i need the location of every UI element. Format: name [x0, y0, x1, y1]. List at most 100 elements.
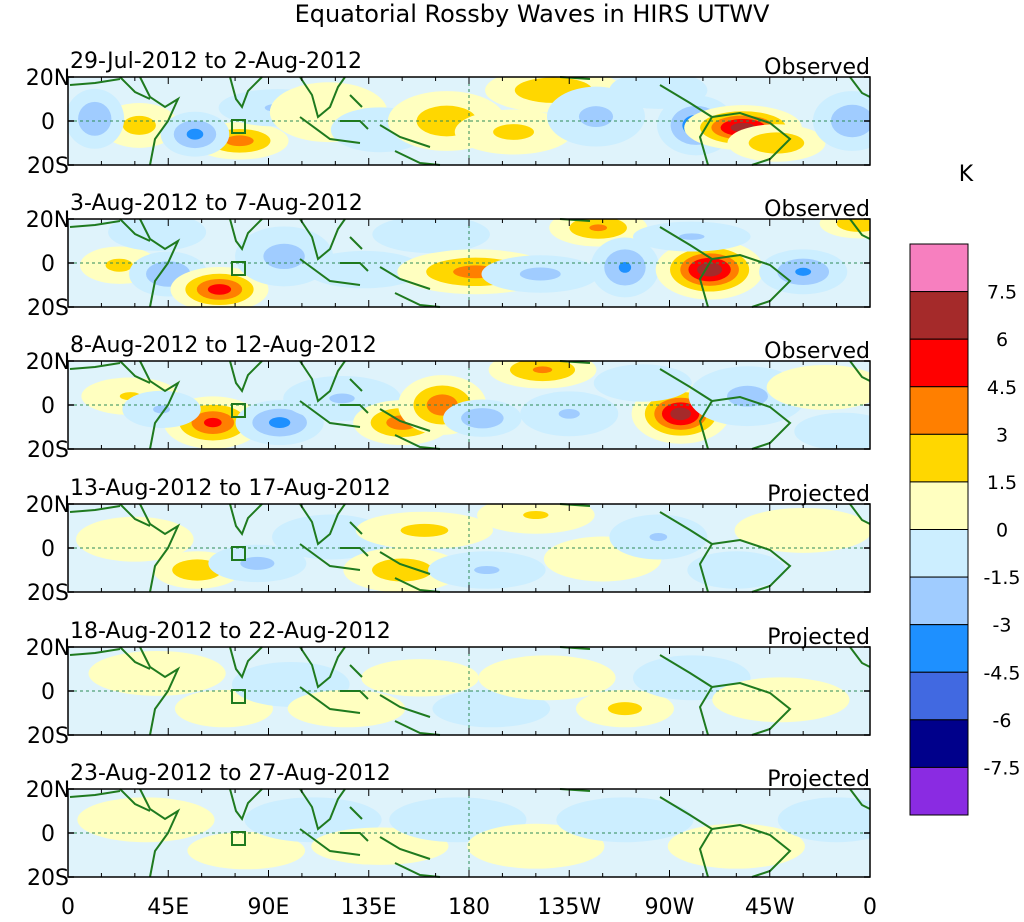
anomaly-blob	[478, 655, 616, 701]
coastline-segment	[379, 836, 431, 860]
coastline-segment	[711, 395, 792, 450]
region-marker-box	[231, 831, 246, 846]
panel-date-range: 3-Aug-2012 to 7-Aug-2012	[70, 191, 363, 216]
contour-band	[263, 243, 305, 270]
lat-tick-label: 20S	[27, 866, 69, 891]
coastline-segment	[119, 646, 151, 670]
anomaly-blob	[428, 551, 546, 589]
coastline-segment	[340, 262, 369, 272]
lat-tick-label: 20S	[27, 581, 69, 606]
colorbar-tick-label: 6	[996, 329, 1008, 351]
lat-tick-label: 0	[41, 394, 55, 419]
anomaly-blob	[520, 391, 619, 437]
coastline-segment	[349, 806, 363, 820]
anomaly-blob	[170, 266, 269, 307]
contour-band	[478, 655, 616, 701]
colorbar-tick-label: 7.5	[987, 282, 1017, 304]
anomaly-blob	[432, 689, 551, 728]
anomaly-blob	[609, 514, 708, 560]
panel-date-range: 18-Aug-2012 to 22-Aug-2012	[70, 619, 391, 644]
colorbar-tick-label: -3	[993, 615, 1012, 637]
lon-tick-label: 90W	[645, 895, 695, 920]
contour-band	[794, 412, 870, 449]
contour-band	[589, 224, 608, 232]
coastline-segment	[711, 538, 792, 593]
anomaly-blob	[794, 412, 870, 449]
coastline-segment	[299, 360, 346, 403]
contour-band	[287, 689, 406, 728]
contour-band	[207, 284, 232, 295]
coastline-segment	[379, 408, 431, 432]
colorbar-swatch	[909, 719, 969, 768]
contour-band	[734, 507, 870, 553]
coastline-segment	[349, 378, 363, 392]
contour-band	[88, 650, 226, 696]
anomaly-blob	[355, 511, 494, 550]
lat-tick-label: 20N	[26, 350, 70, 375]
contour-band	[108, 219, 207, 251]
coastline-segment	[69, 648, 121, 656]
contour-band	[372, 219, 490, 254]
colorbar: K 7.5 6 4.5 3 1.5 0 -1.5 -3 -4.5 -6 -7.5	[909, 162, 1021, 816]
contour-band	[523, 510, 549, 520]
anomaly-blob	[305, 250, 424, 289]
colorbar-swatch	[909, 624, 969, 673]
colorbar-swatch	[909, 766, 969, 816]
contour-band	[105, 258, 133, 272]
anomaly-blob	[777, 797, 870, 843]
contour-band	[225, 135, 254, 147]
coastline-segment	[849, 646, 871, 668]
region-marker-box	[231, 119, 246, 134]
coastline-segment	[349, 664, 363, 678]
coastline-segment	[849, 360, 871, 382]
coastline-segment	[340, 690, 369, 700]
anomaly-blob	[160, 111, 230, 157]
lat-tick-label: 20S	[27, 438, 69, 463]
lat-tick-label: 20N	[26, 208, 70, 233]
coastlines	[69, 503, 871, 593]
panel-2: 20N 0 20S 3-Aug-2012 to 7-Aug-2012 Observed	[26, 191, 871, 321]
lat-tick-label: 20S	[27, 724, 69, 749]
anomaly-blob	[712, 677, 850, 723]
lon-tick-label: 90E	[248, 895, 290, 920]
contour-band	[687, 551, 786, 589]
region-marker-box	[231, 546, 246, 561]
contour-band	[726, 385, 768, 407]
panel-date-range: 13-Aug-2012 to 17-Aug-2012	[70, 476, 391, 501]
coastline-segment	[139, 646, 181, 736]
coastline-segment	[340, 547, 369, 557]
chart-title: Equatorial Rossby Waves in HIRS UTWV	[295, 0, 770, 28]
panel-status: Projected	[767, 767, 870, 792]
coastline-segment	[849, 503, 871, 525]
lat-tick-label: 20N	[26, 636, 70, 661]
coastline-segment	[229, 76, 263, 110]
anomaly-blob	[687, 551, 786, 589]
coastline-segment	[299, 543, 361, 571]
lat-tick-label: 20N	[26, 66, 70, 91]
panel-3: 20N 0 20S 8-Aug-2012 to 12-Aug-2012 Observed	[26, 333, 871, 463]
coastline-segment	[379, 694, 431, 718]
colorbar-tick-label: 4.5	[987, 377, 1017, 399]
contour-band	[400, 523, 449, 537]
contour-band	[187, 831, 306, 870]
coastlines	[69, 218, 871, 308]
anomaly-blob	[590, 237, 660, 298]
coastline-segment	[349, 236, 363, 250]
panel-4: 20N 0 20S 13-Aug-2012 to 17-Aug-2012 Project…	[26, 476, 871, 606]
contour-band	[77, 797, 215, 843]
contour-band	[240, 556, 275, 570]
anomaly-blob	[88, 650, 226, 696]
anomaly-blob	[477, 504, 595, 534]
contour-band	[268, 417, 291, 429]
coastline-segment	[229, 503, 263, 537]
contour-band	[203, 417, 222, 428]
coastline-segment	[69, 790, 121, 798]
panel-5: 20N 0 20S 18-Aug-2012 to 22-Aug-2012 Project…	[26, 619, 871, 749]
lat-tick-label: 20N	[26, 493, 70, 518]
colorbar-swatch	[909, 529, 969, 578]
coastline-segment	[299, 116, 361, 144]
contour-band	[305, 250, 424, 289]
lon-tick-label: 135E	[341, 895, 397, 920]
lon-tick-label: 135W	[537, 895, 601, 920]
colorbar-tick-label: -1.5	[983, 567, 1020, 589]
